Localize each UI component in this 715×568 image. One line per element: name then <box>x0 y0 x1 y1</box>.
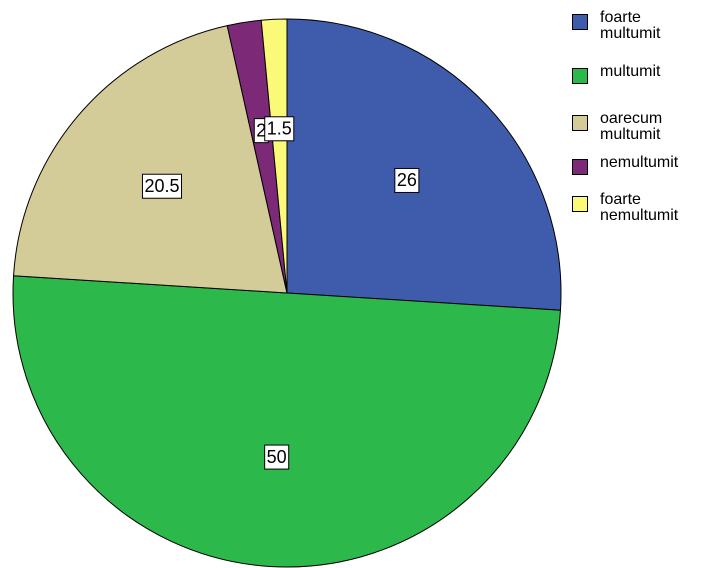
data-label-text: 26 <box>397 170 417 190</box>
legend-swatch <box>572 115 588 131</box>
legend-label: nemultumit <box>600 154 679 171</box>
legend-item: foarte nemultumit <box>572 192 696 224</box>
legend-label: foarte multumit <box>600 9 661 42</box>
pie-slice <box>260 18 288 294</box>
pie-slice <box>13 25 288 294</box>
data-label-text: 2 <box>256 120 266 140</box>
data-label-box <box>264 444 290 470</box>
pie-slice <box>286 18 562 311</box>
data-label: 26 <box>394 167 420 193</box>
legend-label: oarecum multumit <box>600 110 663 143</box>
data-label-box <box>141 173 183 199</box>
legend-swatch <box>572 14 588 30</box>
data-label-text: 20.5 <box>144 176 179 196</box>
data-label-text: 1.5 <box>267 119 292 139</box>
legend-item: oarecum multumit <box>572 111 696 143</box>
pie-slice <box>12 275 561 568</box>
data-label-box <box>394 167 420 193</box>
legend-swatch <box>572 159 588 175</box>
legend-item: foarte multumit <box>572 10 696 42</box>
legend-item: nemultumit <box>572 155 696 175</box>
legend-item: multumit <box>572 64 696 84</box>
legend-swatch <box>572 68 588 84</box>
data-label-box <box>264 116 295 142</box>
data-label: 20.5 <box>141 173 183 199</box>
data-label: 1.5 <box>264 116 295 142</box>
legend-label: multumit <box>600 63 661 80</box>
data-label: 50 <box>264 444 290 470</box>
legend-label: foarte nemultumit <box>600 191 679 224</box>
legend-swatch <box>572 196 588 212</box>
data-label-text: 50 <box>267 447 287 467</box>
